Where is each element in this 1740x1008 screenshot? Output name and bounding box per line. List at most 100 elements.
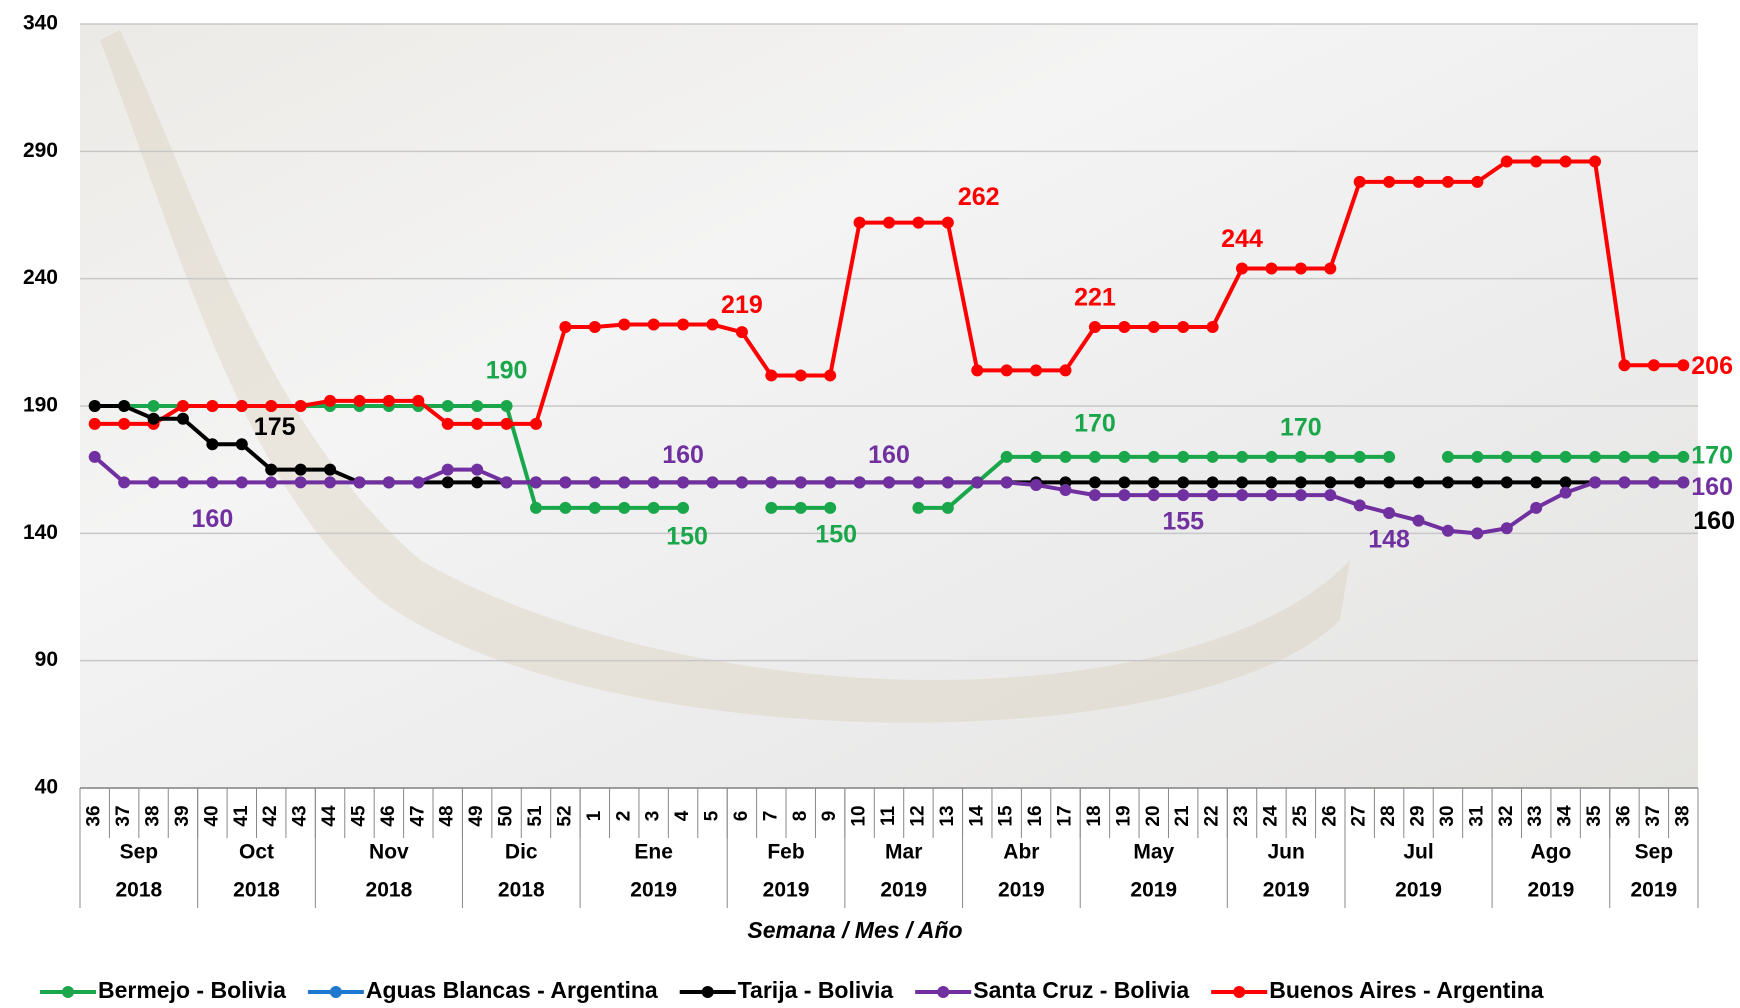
x-tick-label: 49 [466,805,487,826]
legend-label: Santa Cruz - Bolivia [973,977,1189,1003]
x-tick-label: 1 [584,810,605,821]
y-tick-label: 290 [23,139,58,162]
data-point [147,412,160,425]
data-point [1059,450,1072,463]
data-point [1647,359,1660,372]
x-tick-label: 21 [1172,805,1193,827]
data-point [88,450,101,463]
data-point [647,476,660,489]
data-point [500,400,513,412]
data-point [971,476,984,489]
x-tick-label: 14 [966,805,987,827]
data-point [1265,489,1278,502]
data-point [1353,499,1366,512]
data-point [294,400,307,412]
data-point [176,412,189,425]
x-tick-label: 10 [849,805,870,826]
x-tick-label: 3 [643,811,664,822]
x-tick-label: 51 [525,805,546,827]
data-point [1088,489,1101,502]
data-label: 160 [662,441,704,469]
x-tick-label: 20 [1143,805,1164,826]
data-point [500,417,513,430]
data-point [735,476,748,489]
data-point [1500,155,1513,168]
data-point [1647,476,1660,489]
data-point [794,501,807,514]
x-tick-label: 36 [1613,805,1634,826]
x-tick-label: 37 [113,805,134,826]
month-label: Abr [1003,841,1039,864]
data-label: 155 [1162,508,1204,536]
data-point [1589,450,1602,463]
x-tick-label: 47 [407,805,428,826]
x-axis-title: Semana / Mes / Año [747,917,962,943]
month-label: May [1133,841,1174,864]
data-point [765,476,778,489]
year-label: 2018 [366,879,413,902]
data-point [1324,450,1337,463]
data-point [382,394,395,407]
x-tick-label: 27 [1349,805,1370,826]
month-label: Ene [634,841,673,864]
data-point [1530,476,1543,489]
data-point [265,463,278,476]
data-point [1294,450,1307,463]
data-point [1118,489,1131,502]
data-point [824,501,837,514]
x-tick-label: 7 [760,811,781,822]
data-point [88,400,101,412]
data-point [559,321,572,334]
data-point [1353,175,1366,188]
data-point [206,438,219,451]
x-tick-label: 52 [554,805,575,826]
data-point [324,476,337,489]
data-point [1383,450,1396,463]
x-tick-label: 45 [348,805,369,827]
data-point [176,400,189,412]
data-point [265,476,278,489]
data-point [912,476,925,489]
data-point [765,501,778,514]
x-tick-label: 37 [1643,805,1664,826]
month-label: Jul [1403,841,1433,864]
data-point [853,216,866,229]
data-point [1383,476,1396,489]
data-point [1206,450,1219,463]
data-label: 190 [486,357,528,385]
data-point [235,476,248,489]
month-label: Nov [369,841,409,864]
data-point [1118,450,1131,463]
x-tick-label: 5 [702,810,723,821]
year-label: 2019 [880,879,927,902]
data-point [1059,484,1072,497]
x-tick-label: 41 [231,805,252,827]
data-point [1147,489,1160,502]
data-point [1589,155,1602,168]
data-point [471,400,484,412]
data-point [677,476,690,489]
data-point [1589,476,1602,489]
data-point [1677,359,1690,372]
data-point [588,501,601,514]
x-tick-label: 22 [1202,805,1223,826]
data-label: 148 [1368,526,1410,554]
month-label: Mar [885,841,922,864]
data-label: 175 [254,413,296,441]
data-point [1088,450,1101,463]
x-tick-label: 30 [1437,805,1458,826]
data-point [147,400,160,412]
data-point [1088,321,1101,334]
data-point [883,216,895,229]
data-point [1000,450,1013,463]
data-point [1177,321,1190,334]
data-point [618,476,631,489]
x-tick-label: 9 [819,811,840,822]
data-point [1471,175,1484,188]
data-point [1030,364,1043,377]
data-point [1059,364,1072,377]
data-point [647,501,660,514]
data-point [1118,476,1131,489]
y-tick-label: 190 [23,394,58,417]
